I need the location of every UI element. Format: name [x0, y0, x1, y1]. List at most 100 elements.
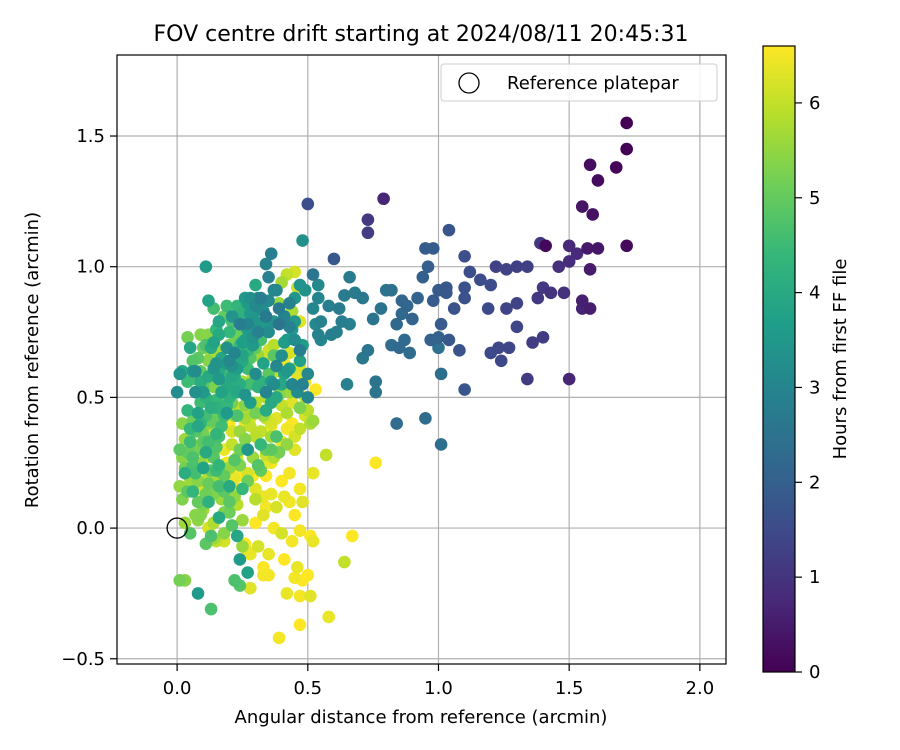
data-point — [510, 297, 524, 310]
y-tick-label: 1.0 — [76, 257, 105, 278]
legend-open-circle-marker — [458, 72, 480, 94]
data-point — [369, 385, 383, 399]
data-point — [191, 419, 205, 433]
data-point — [212, 459, 226, 472]
data-point — [311, 291, 325, 305]
chart-title: FOV centre drift starting at 2024/08/11 … — [154, 22, 689, 47]
data-point — [212, 511, 226, 524]
data-point — [181, 404, 194, 417]
data-point — [204, 529, 218, 543]
data-point — [366, 312, 380, 326]
y-tick-label: 0.5 — [76, 387, 105, 408]
data-point — [204, 401, 218, 415]
y-tick-label: 1.5 — [76, 126, 105, 147]
data-point — [236, 482, 249, 496]
data-point — [217, 527, 231, 540]
data-point — [338, 289, 351, 302]
data-point — [257, 508, 270, 522]
data-point — [581, 242, 594, 255]
data-point — [306, 466, 320, 480]
data-point — [285, 534, 299, 548]
y-tick-label: 0.0 — [76, 518, 105, 539]
data-point — [474, 273, 487, 287]
data-point — [272, 317, 286, 331]
data-point — [492, 341, 505, 355]
data-point — [272, 302, 286, 315]
data-point — [207, 336, 221, 349]
plot-frame — [116, 54, 727, 665]
data-point — [264, 247, 278, 260]
data-point — [406, 312, 419, 326]
data-point — [345, 529, 359, 543]
data-point — [521, 260, 534, 274]
data-points — [170, 116, 633, 645]
data-point — [361, 344, 375, 357]
data-point — [327, 252, 341, 266]
data-point — [186, 354, 200, 368]
data-point — [283, 320, 296, 334]
data-point — [458, 291, 471, 305]
data-point — [262, 568, 275, 582]
data-point — [270, 430, 283, 443]
data-point — [340, 378, 354, 391]
colorbar-tick-label: 3 — [809, 377, 820, 398]
data-point — [228, 346, 241, 360]
data-point — [620, 142, 633, 156]
data-point — [306, 268, 320, 281]
data-point — [249, 406, 262, 420]
data-point — [481, 302, 495, 315]
data-point — [280, 406, 294, 420]
x-tick-label: 1.5 — [555, 678, 584, 699]
data-point — [267, 378, 281, 391]
data-point — [319, 448, 333, 462]
data-point — [301, 391, 315, 404]
data-point — [531, 291, 545, 305]
data-point — [236, 540, 249, 553]
data-point — [251, 540, 265, 553]
data-point — [562, 255, 576, 268]
data-point — [288, 571, 302, 585]
x-tick-label: 0.0 — [163, 678, 192, 699]
data-point — [272, 631, 286, 645]
data-point — [335, 315, 349, 328]
data-point — [228, 453, 241, 467]
data-point — [257, 357, 270, 370]
data-point — [223, 325, 236, 339]
data-point — [570, 247, 584, 260]
data-point — [270, 391, 283, 404]
colorbar-label: Hours from first FF file — [830, 259, 851, 460]
data-point — [262, 325, 275, 339]
data-point — [280, 422, 294, 436]
data-point — [249, 278, 262, 292]
data-point — [390, 417, 403, 430]
data-point — [293, 482, 307, 496]
data-point — [181, 330, 194, 344]
data-point — [191, 587, 205, 600]
data-point — [223, 479, 236, 493]
data-point — [236, 336, 249, 349]
data-point — [264, 443, 278, 456]
data-point — [586, 208, 599, 221]
data-point — [361, 213, 375, 226]
data-point — [262, 547, 275, 561]
legend: Reference platepar — [440, 63, 718, 102]
data-point — [304, 589, 317, 603]
data-point — [212, 315, 226, 328]
data-point — [398, 333, 411, 347]
data-point — [432, 330, 445, 344]
data-point — [173, 443, 187, 456]
data-point — [434, 367, 448, 381]
data-point — [293, 401, 307, 415]
data-point — [463, 265, 477, 279]
data-point — [416, 270, 430, 284]
data-point — [620, 116, 633, 130]
data-point — [223, 495, 236, 509]
data-point — [270, 359, 283, 373]
data-point — [178, 466, 192, 480]
x-axis-label: Angular distance from reference (arcmin) — [235, 707, 608, 728]
data-point — [277, 490, 291, 504]
data-point — [306, 414, 320, 428]
x-tick-label: 0.5 — [293, 678, 322, 699]
data-point — [212, 372, 226, 386]
